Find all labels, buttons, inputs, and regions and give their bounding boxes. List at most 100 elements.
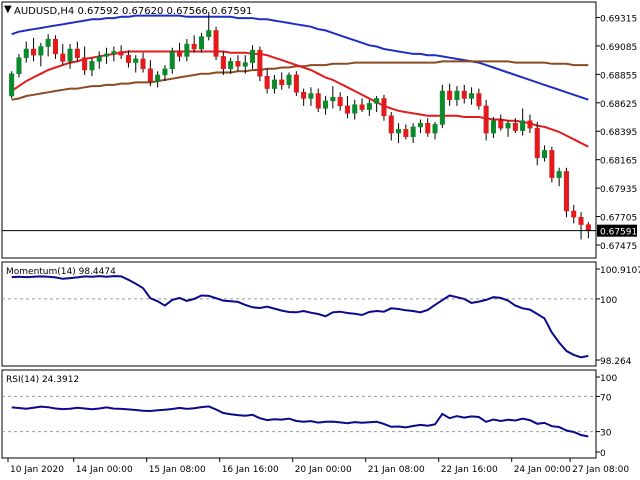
candle [23, 41, 29, 63]
candle-body [556, 171, 562, 178]
time-axis-label: 21 Jan 08:00 [368, 465, 425, 475]
candle-body [563, 171, 569, 212]
candle-body [133, 58, 139, 63]
price-axis-label: 0.68165 [600, 157, 637, 167]
candle-body [520, 120, 526, 131]
price-axis-label: 0.69085 [600, 43, 637, 53]
candle-body [330, 96, 336, 102]
candle-body [512, 122, 518, 131]
candle-body [257, 49, 263, 77]
candle-body [155, 74, 161, 82]
candle [74, 41, 80, 62]
candle [439, 84, 445, 129]
candle [366, 99, 372, 116]
current-price-tag [597, 224, 637, 237]
candle-body [140, 58, 146, 70]
candle-body [177, 51, 183, 57]
indicator-line [11, 275, 589, 359]
candle-body [111, 51, 117, 55]
candle-body [293, 74, 299, 93]
candle-body [198, 36, 204, 50]
candle-body [45, 38, 51, 47]
candle [82, 46, 88, 75]
candle [89, 57, 95, 77]
time-axis-label: 27 Jan 08:00 [572, 465, 629, 475]
candle-body [476, 93, 482, 107]
candle [38, 42, 44, 67]
candle-body [527, 120, 533, 129]
candle [162, 65, 168, 82]
candle [228, 57, 234, 74]
candle [191, 35, 197, 53]
candle [235, 55, 241, 72]
candle-body [147, 68, 153, 82]
candle-body [432, 124, 438, 134]
price-axis-label: 0.67705 [600, 214, 637, 224]
candle [286, 72, 292, 89]
price-axis-label: 0.67475 [600, 242, 637, 252]
candle [323, 95, 329, 115]
candle-body [279, 79, 285, 86]
candle-body [483, 105, 489, 134]
indicator-line [11, 405, 589, 438]
candle [67, 44, 73, 69]
candle [31, 37, 37, 62]
candle-body [125, 54, 131, 63]
candle [374, 95, 380, 113]
candle [461, 84, 467, 104]
candle-body [498, 120, 504, 129]
candle-body [82, 57, 88, 71]
candle-body [74, 48, 80, 58]
candle-body [578, 216, 584, 225]
candle-body [490, 120, 496, 134]
candle-body [228, 61, 234, 70]
candle-body [425, 122, 431, 134]
candle [264, 68, 270, 94]
candle-body [439, 90, 445, 125]
candle [425, 118, 431, 137]
candle [359, 98, 365, 113]
candle-body [213, 30, 219, 57]
candle-body [374, 98, 380, 104]
price-panel: 0.69315 0.69085 0.68855 0.68625 0.68395 0.681… [1, 1, 637, 259]
candle-body [534, 127, 540, 159]
time-axis-label: 20 Jan 00:00 [295, 465, 352, 475]
chart-header: ▼ AUDUSD,H4 0.67592 0.67620 0.67566 0.67… [4, 4, 252, 17]
candle [315, 88, 321, 113]
candle [169, 47, 175, 74]
candle [118, 45, 124, 59]
rsi-panel: 100 70 30 0 RSI(14) 24.3912 [1, 369, 617, 459]
price-axis-label: 0.68625 [600, 100, 637, 110]
candle [432, 121, 438, 140]
candle [534, 121, 540, 166]
candle [140, 52, 146, 73]
candle [125, 50, 131, 68]
candle-body [60, 53, 66, 62]
candle [308, 87, 314, 106]
current-price-label: 0.67591 [600, 228, 637, 238]
candle [563, 167, 569, 218]
candle-body [505, 122, 511, 129]
candle-body [235, 61, 241, 67]
symbol-dropdown-icon[interactable]: ▼ [4, 4, 12, 15]
candle-body [447, 90, 453, 100]
rsi-axis-label: 0 [600, 449, 606, 459]
indicator-title: Momentum(14) 98.4474 [6, 267, 116, 277]
rsi-axis-label: 100 [600, 374, 617, 384]
candle-body [162, 68, 168, 76]
candle-body [549, 150, 555, 178]
candle [571, 204, 577, 224]
candle [447, 83, 453, 106]
candle-body [104, 53, 110, 57]
candle [293, 71, 299, 96]
candle-body [38, 46, 44, 56]
candle-body [381, 98, 387, 117]
chart-title: AUDUSD,H4 0.67592 0.67620 0.67566 0.6759… [14, 6, 252, 17]
candle [147, 60, 153, 87]
candle-body [542, 150, 548, 159]
ma-line-blue [11, 14, 589, 101]
candle [454, 86, 460, 106]
candle-body [461, 90, 467, 99]
candle [337, 92, 343, 111]
